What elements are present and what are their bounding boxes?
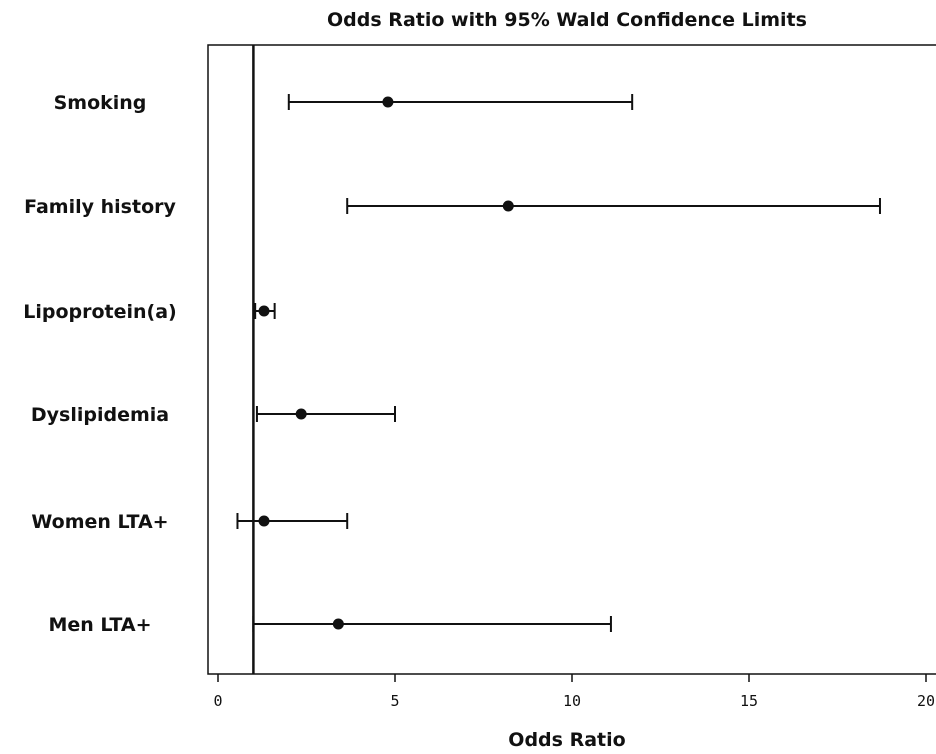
x-tick-label: 10 (563, 692, 581, 710)
category-label: Men LTA+ (48, 614, 151, 636)
odds-ratio-point (332, 618, 344, 630)
category-label: Women LTA+ (31, 511, 168, 533)
category-label: Dyslipidemia (31, 404, 169, 426)
forest-row (287, 94, 634, 110)
category-label: Lipoprotein(a) (23, 301, 177, 323)
x-tick-label: 5 (390, 692, 399, 710)
x-tick-label: 15 (740, 692, 758, 710)
x-axis-label: Odds Ratio (508, 729, 625, 751)
odds-ratio-point (258, 305, 270, 317)
forest-rows (236, 94, 881, 632)
category-label: Smoking (54, 92, 147, 114)
forest-row (254, 303, 276, 319)
odds-ratio-point (295, 408, 307, 420)
category-label: Family history (24, 196, 176, 218)
forest-row (255, 406, 396, 422)
chart-title: Odds Ratio with 95% Wald Confidence Limi… (327, 9, 807, 31)
odds-ratio-point (502, 200, 514, 212)
odds-ratio-point (382, 96, 394, 108)
x-axis: 0 5 10 15 20 (213, 674, 935, 710)
odds-ratio-point (258, 515, 270, 527)
x-tick-label: 0 (213, 692, 222, 710)
x-tick-label: 20 (917, 692, 935, 710)
plot-frame (207, 44, 936, 675)
forest-row (346, 198, 881, 214)
forest-row (252, 616, 612, 632)
forest-row (236, 513, 349, 529)
category-labels: Smoking Family history Lipoprotein(a) Dysli… (23, 92, 177, 636)
